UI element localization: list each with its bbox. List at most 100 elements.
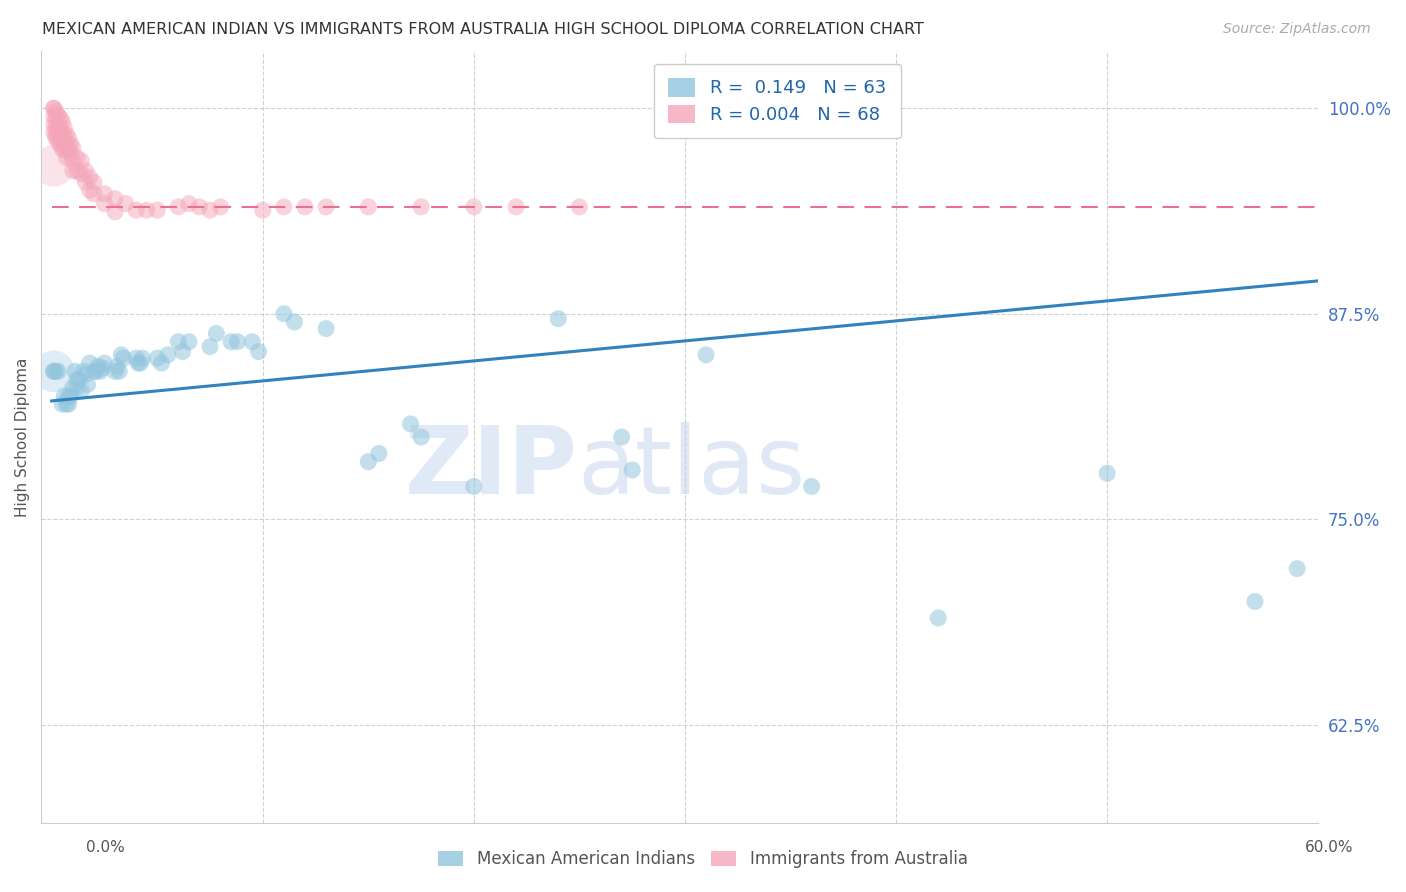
Point — [59, 137, 82, 152]
Point — [89, 364, 111, 378]
Point — [70, 384, 93, 398]
Point — [219, 334, 242, 349]
Point — [42, 118, 65, 132]
Point — [58, 397, 80, 411]
Point — [42, 364, 65, 378]
Point — [58, 131, 80, 145]
Point — [1286, 561, 1309, 575]
Point — [45, 118, 67, 132]
Point — [108, 364, 131, 378]
Point — [547, 311, 569, 326]
Point — [87, 359, 110, 374]
Point — [114, 196, 136, 211]
Point — [42, 101, 65, 115]
Legend: R =  0.149   N = 63, R = 0.004   N = 68: R = 0.149 N = 63, R = 0.004 N = 68 — [654, 63, 901, 138]
Point — [42, 364, 65, 378]
Point — [273, 307, 295, 321]
Point — [83, 175, 105, 189]
Point — [247, 344, 270, 359]
Point — [63, 364, 86, 378]
Point — [177, 196, 200, 211]
Point — [1095, 467, 1118, 481]
Legend: Mexican American Indians, Immigrants from Australia: Mexican American Indians, Immigrants fro… — [432, 844, 974, 875]
Point — [505, 200, 527, 214]
Point — [283, 315, 305, 329]
Point — [240, 334, 263, 349]
Text: ZIP: ZIP — [405, 422, 578, 514]
Y-axis label: High School Diploma: High School Diploma — [15, 358, 30, 516]
Point — [53, 131, 76, 145]
Point — [70, 153, 93, 168]
Point — [62, 141, 84, 155]
Point — [51, 142, 73, 156]
Text: Source: ZipAtlas.com: Source: ZipAtlas.com — [1223, 22, 1371, 37]
Point — [198, 340, 221, 354]
Point — [53, 389, 76, 403]
Point — [45, 364, 67, 378]
Point — [58, 389, 80, 403]
Point — [146, 203, 169, 218]
Point — [167, 200, 190, 214]
Point — [51, 134, 73, 148]
Point — [91, 361, 114, 376]
Point — [167, 334, 190, 349]
Point — [55, 128, 77, 142]
Point — [177, 334, 200, 349]
Point — [125, 351, 148, 366]
Point — [127, 356, 149, 370]
Point — [45, 104, 67, 119]
Text: MEXICAN AMERICAN INDIAN VS IMMIGRANTS FROM AUSTRALIA HIGH SCHOOL DIPLOMA CORRELA: MEXICAN AMERICAN INDIAN VS IMMIGRANTS FR… — [42, 22, 924, 37]
Point — [75, 163, 97, 178]
Point — [66, 163, 89, 178]
Point — [53, 120, 76, 135]
Point — [46, 118, 69, 132]
Point — [46, 134, 69, 148]
Point — [357, 455, 380, 469]
Point — [46, 126, 69, 140]
Point — [51, 126, 73, 140]
Point — [49, 137, 72, 152]
Point — [79, 170, 101, 185]
Point — [62, 381, 84, 395]
Point — [55, 151, 77, 165]
Point — [146, 351, 169, 366]
Point — [42, 159, 65, 173]
Point — [46, 108, 69, 122]
Point — [42, 110, 65, 124]
Point — [621, 463, 644, 477]
Point — [1244, 594, 1267, 608]
Point — [51, 397, 73, 411]
Point — [198, 203, 221, 218]
Point — [150, 356, 173, 370]
Point — [45, 111, 67, 125]
Point — [66, 151, 89, 165]
Point — [45, 131, 67, 145]
Point — [49, 111, 72, 125]
Point — [75, 175, 97, 189]
Point — [66, 372, 89, 386]
Point — [610, 430, 633, 444]
Point — [49, 131, 72, 145]
Point — [357, 200, 380, 214]
Point — [463, 479, 485, 493]
Point — [172, 344, 194, 359]
Point — [188, 200, 211, 214]
Point — [49, 120, 72, 135]
Point — [79, 183, 101, 197]
Point — [129, 356, 152, 370]
Point — [42, 364, 65, 378]
Point — [131, 351, 153, 366]
Text: atlas: atlas — [578, 422, 806, 514]
Point — [800, 479, 823, 493]
Point — [252, 203, 274, 218]
Point — [695, 348, 717, 362]
Point — [315, 200, 337, 214]
Point — [156, 348, 179, 362]
Point — [93, 356, 115, 370]
Point — [84, 364, 107, 378]
Point — [46, 364, 69, 378]
Point — [104, 192, 127, 206]
Point — [58, 142, 80, 156]
Point — [409, 430, 432, 444]
Point — [76, 377, 98, 392]
